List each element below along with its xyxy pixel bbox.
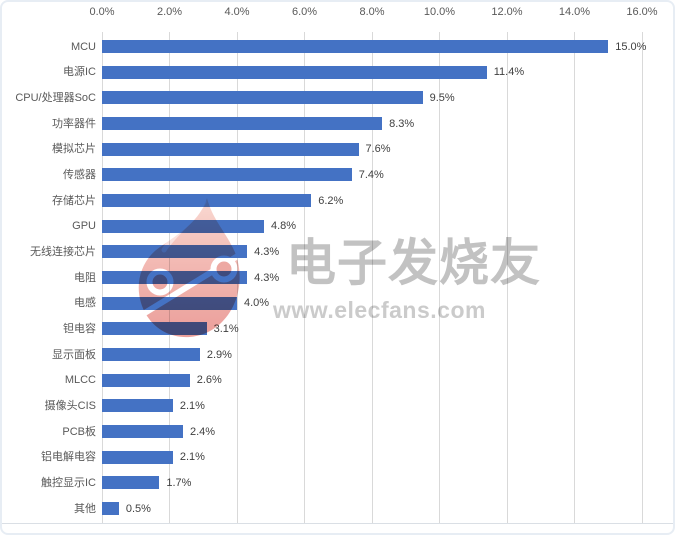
category-label: 显示面板 (52, 348, 96, 361)
value-label: 2.9% (206, 348, 232, 361)
bar (102, 348, 200, 362)
category-label: 触控显示IC (41, 476, 96, 489)
value-label: 2.6% (196, 374, 222, 387)
value-label: 11.4% (493, 66, 525, 79)
bar (102, 91, 423, 105)
gridline (506, 32, 508, 523)
axis-tick-label: 2.0% (156, 6, 183, 18)
axis-tick-label: 14.0% (558, 6, 591, 18)
bar (102, 476, 160, 490)
bar (102, 502, 119, 516)
category-label: 电阻 (74, 271, 96, 284)
axis-tick-label: 12.0% (491, 6, 523, 18)
bar (102, 322, 207, 336)
gridline (641, 32, 643, 523)
category-label: 存储芯片 (52, 194, 96, 207)
value-label: 3.1% (213, 322, 239, 335)
value-label: 1.7% (166, 476, 192, 489)
category-label: 电源IC (63, 66, 96, 79)
gridline (304, 32, 305, 523)
value-label: 4.8% (271, 220, 297, 233)
gridline (371, 32, 373, 523)
axis-bottom-line (2, 523, 673, 524)
value-label: 2.1% (179, 399, 205, 412)
bar (102, 450, 173, 464)
bar (102, 271, 248, 285)
bar (102, 399, 173, 413)
category-label: 电感 (74, 297, 96, 310)
bar (102, 245, 248, 259)
value-label: 2.4% (190, 425, 216, 438)
category-label: 功率器件 (52, 117, 96, 130)
bar (102, 373, 190, 387)
axis-tick-label: 10.0% (423, 6, 456, 18)
bar (102, 65, 487, 79)
axis-tick-label: 0.0% (89, 6, 115, 18)
value-label: 6.2% (318, 194, 344, 207)
value-label: 15.0% (615, 40, 647, 53)
value-label: 2.1% (179, 451, 205, 464)
gridline (439, 32, 440, 523)
category-label: GPU (72, 220, 96, 233)
bar (102, 194, 312, 208)
axis-tick-label: 4.0% (224, 6, 250, 18)
category-label: 铝电解电容 (41, 451, 96, 464)
axis-tick-label: 16.0% (626, 6, 658, 18)
category-label: 模拟芯片 (52, 143, 96, 156)
value-label: 7.6% (365, 143, 391, 156)
category-label: CPU/处理器SoC (15, 91, 96, 104)
value-label: 9.5% (429, 91, 455, 104)
value-label: 0.5% (125, 502, 151, 515)
category-label: 摄像头CIS (44, 399, 96, 412)
bar (102, 296, 237, 310)
watermark-title: 电子发烧友 (286, 235, 541, 291)
category-label: PCB板 (62, 425, 96, 438)
bar (102, 117, 383, 130)
bar (102, 40, 609, 53)
gridline (574, 32, 575, 523)
bar (102, 142, 359, 156)
category-label: 传感器 (63, 168, 96, 181)
value-label: 8.3% (389, 117, 415, 130)
value-label: 7.4% (358, 168, 384, 181)
category-label: 无线连接芯片 (30, 245, 96, 258)
category-label: MCU (70, 40, 96, 53)
bar (102, 168, 352, 182)
axis-tick-label: 8.0% (359, 6, 385, 18)
bar (102, 219, 264, 233)
category-label: 其他 (74, 502, 96, 515)
value-label: 4.3% (254, 271, 280, 284)
axis-tick-label: 6.0% (291, 6, 318, 18)
category-label: MLCC (64, 374, 96, 387)
value-label: 4.0% (244, 297, 270, 310)
bar (102, 425, 183, 439)
category-label: 钽电容 (63, 322, 96, 335)
value-label: 4.3% (254, 245, 280, 258)
